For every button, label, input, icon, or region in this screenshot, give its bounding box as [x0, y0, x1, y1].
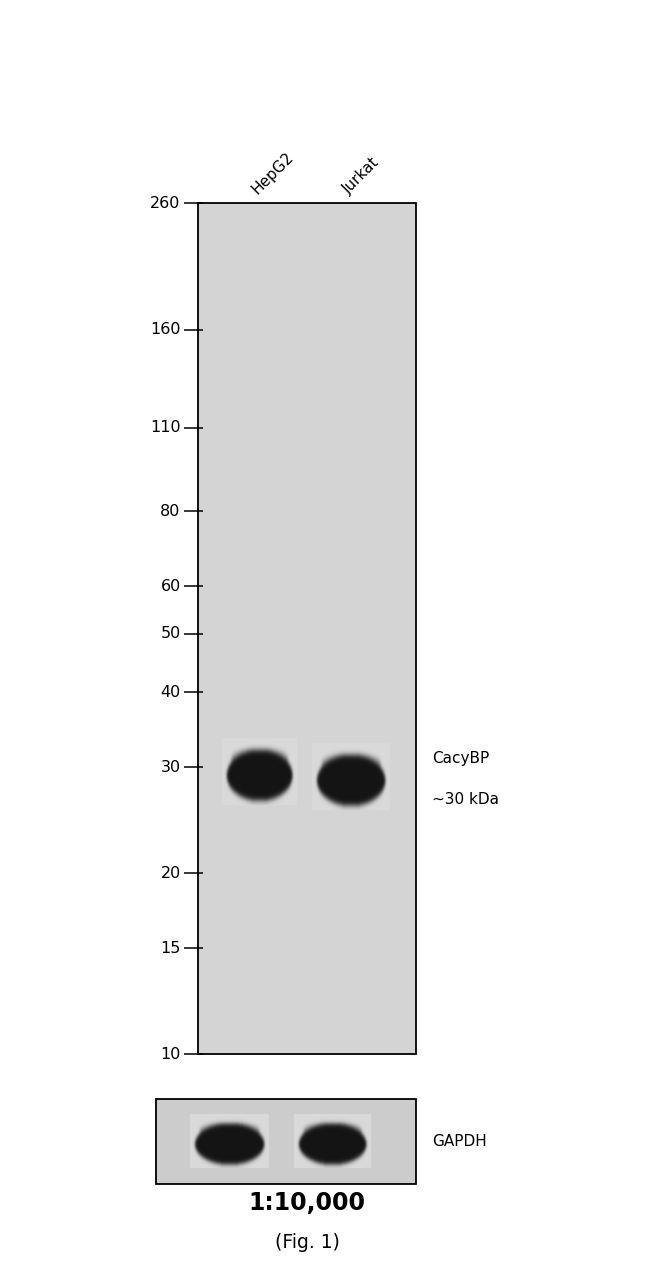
Text: 40: 40 [161, 685, 181, 700]
Text: 20: 20 [161, 866, 181, 880]
Text: 30: 30 [161, 759, 181, 775]
Text: 160: 160 [150, 323, 181, 338]
Text: CacyBP: CacyBP [432, 752, 489, 766]
Text: GAPDH: GAPDH [432, 1134, 487, 1148]
Text: 110: 110 [150, 420, 181, 436]
Text: 1:10,000: 1:10,000 [248, 1191, 365, 1214]
Text: HepG2: HepG2 [248, 150, 296, 197]
Bar [156, 1099, 416, 1184]
Text: 60: 60 [161, 579, 181, 593]
Text: Jurkat: Jurkat [340, 155, 382, 197]
Text: 50: 50 [161, 626, 181, 641]
Text: ~30 kDa: ~30 kDa [432, 792, 499, 806]
Text: 260: 260 [150, 196, 181, 211]
Text: (Fig. 1): (Fig. 1) [275, 1233, 339, 1251]
Text: 80: 80 [161, 503, 181, 518]
Text: 15: 15 [161, 941, 181, 956]
Text: 10: 10 [161, 1046, 181, 1062]
Bar [198, 203, 416, 1054]
